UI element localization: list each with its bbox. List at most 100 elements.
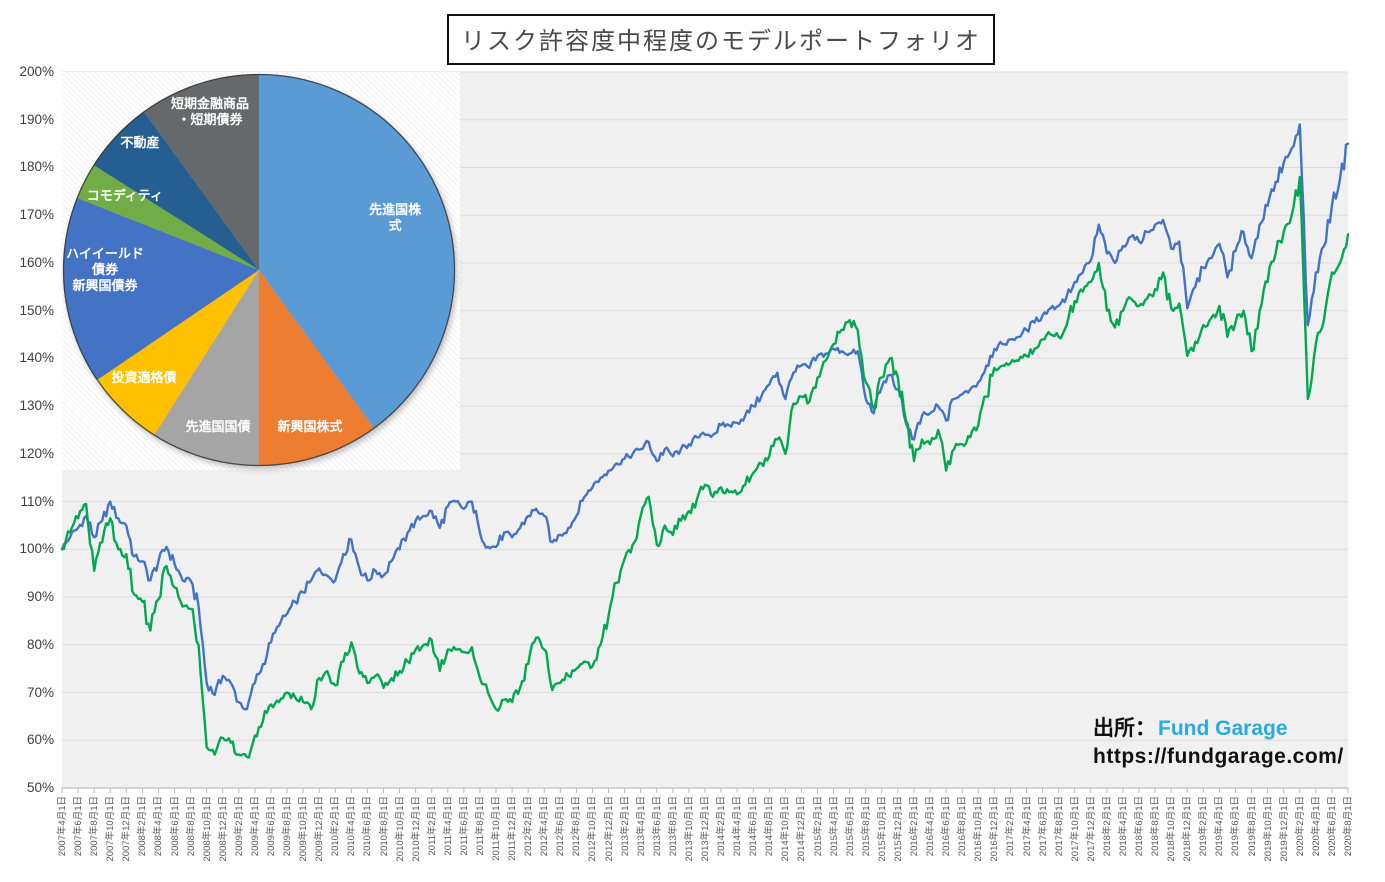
pie-slice-3 xyxy=(96,270,259,436)
x-tick-label: 2014年8月1日 xyxy=(764,796,776,857)
x-tick-label: 2011年4月1日 xyxy=(442,796,454,856)
pie-slice-label-2: 先進国国債 xyxy=(185,419,251,435)
x-tick-label: 2018年6月1日 xyxy=(1134,796,1146,857)
pie-slice-label-7: 短期金融商品 ・短期債券 xyxy=(171,95,250,127)
x-tick-label: 2019年2月1日 xyxy=(1198,796,1210,857)
x-tick-label: 2017年6月1日 xyxy=(1037,796,1049,857)
x-tick-label: 2015年10月1日 xyxy=(876,796,888,862)
source-note: 出所：Fund Garage https://fundgarage.com/ xyxy=(1093,712,1344,769)
pie-slice-0 xyxy=(259,74,456,429)
y-tick-label-130: 130% xyxy=(19,398,54,414)
x-tick-label: 2007年6月1日 xyxy=(73,796,85,857)
pie-slice-2 xyxy=(153,270,259,466)
source-brand: Fund Garage xyxy=(1158,717,1288,740)
x-tick-label: 2012年10月1日 xyxy=(587,796,599,862)
x-tick-label: 2017年12月1日 xyxy=(1085,796,1097,862)
y-tick-label-180: 180% xyxy=(19,159,54,175)
pie-slice-label-0: 先進国株式 xyxy=(369,202,422,234)
x-tick-label: 2012年2月1日 xyxy=(523,796,535,857)
x-tick-label: 2011年10月1日 xyxy=(491,796,503,861)
y-tick-label-90: 90% xyxy=(26,589,54,605)
chart-title: リスク許容度中程度のモデルポートフォリオ xyxy=(447,14,995,65)
x-tick-label: 2017年2月1日 xyxy=(1005,796,1017,857)
x-tick-label: 2014年2月1日 xyxy=(716,796,728,857)
x-tick-label: 2013年2月1日 xyxy=(619,796,631,857)
x-tick-label: 2016年2月1日 xyxy=(908,796,920,857)
x-tick-label: 2013年6月1日 xyxy=(651,796,663,857)
x-tick-label: 2017年4月1日 xyxy=(1021,796,1033,857)
x-tick-label: 2019年8月1日 xyxy=(1246,796,1258,857)
x-tick-label: 2012年6月1日 xyxy=(555,796,567,857)
x-tick-label: 2018年8月1日 xyxy=(1150,796,1162,857)
x-tick-label: 2014年6月1日 xyxy=(748,796,760,857)
pie-slice-label-4: ハイイールド 債券 新興国債券 xyxy=(66,245,144,293)
x-tick-label: 2008年2月1日 xyxy=(137,796,149,857)
x-tick-label: 2009年2月1日 xyxy=(233,796,245,857)
x-tick-label: 2018年12月1日 xyxy=(1182,796,1194,862)
x-tick-label: 2016年8月1日 xyxy=(957,796,969,857)
x-tick-label: 2015年12月1日 xyxy=(892,796,904,862)
x-tick-label: 2013年4月1日 xyxy=(635,796,647,857)
x-tick-label: 2010年6月1日 xyxy=(362,796,374,857)
x-tick-label: 2014年10月1日 xyxy=(780,796,792,862)
x-tick-label: 2016年6月1日 xyxy=(941,796,953,857)
x-tick-label: 2009年8月1日 xyxy=(282,796,294,857)
x-tick-label: 2008年10月1日 xyxy=(201,796,213,862)
x-tick-label: 2018年2月1日 xyxy=(1101,796,1113,857)
y-tick-label-110: 110% xyxy=(20,493,54,509)
x-tick-label: 2009年12月1日 xyxy=(314,796,326,862)
source-prefix: 出所： xyxy=(1093,717,1156,740)
y-tick-label-100: 100% xyxy=(19,541,54,557)
x-tick-label: 2016年10月1日 xyxy=(973,796,985,862)
x-tick-label: 2010年4月1日 xyxy=(346,796,358,857)
y-tick-label-160: 160% xyxy=(19,254,54,270)
x-tick-label: 2019年4月1日 xyxy=(1214,796,1226,857)
x-tick-label: 2018年10月1日 xyxy=(1166,796,1178,862)
x-tick-label: 2009年6月1日 xyxy=(265,796,277,857)
y-tick-label-170: 170% xyxy=(19,207,54,223)
x-tick-label: 2018年4月1日 xyxy=(1117,796,1129,857)
x-tick-label: 2017年8月1日 xyxy=(1053,796,1065,857)
pie-slice-7 xyxy=(143,74,259,270)
x-tick-label: 2011年6月1日 xyxy=(458,796,470,856)
y-tick-label-150: 150% xyxy=(19,302,54,318)
x-tick-label: 2009年4月1日 xyxy=(249,796,261,857)
pie-slice-6 xyxy=(93,111,259,271)
x-tick-label: 2016年12月1日 xyxy=(989,796,1001,862)
x-tick-label: 2020年2月1日 xyxy=(1294,796,1306,857)
x-tick-label: 2019年12月1日 xyxy=(1278,796,1290,862)
pie-chart xyxy=(62,73,456,467)
pie-inset-panel: 先進国株式 新興国株式 先進国国債 投資適格債 ハイイールド 債券 新興国債券 コモディテ… xyxy=(62,72,460,470)
x-tick-label: 2009年10月1日 xyxy=(298,796,310,862)
x-tick-label: 2016年4月1日 xyxy=(925,796,937,857)
x-tick-label: 2010年8月1日 xyxy=(378,796,390,857)
y-tick-label-80: 80% xyxy=(26,636,54,652)
x-tick-label: 2015年4月1日 xyxy=(828,796,840,857)
x-tick-label: 2019年10月1日 xyxy=(1262,796,1274,862)
x-tick-label: 2014年12月1日 xyxy=(796,796,808,862)
x-tick-label: 2020年4月1日 xyxy=(1310,796,1322,857)
x-tick-label: 2020年6月1日 xyxy=(1326,796,1338,857)
y-tick-label-60: 60% xyxy=(26,732,54,748)
pie-slice-4 xyxy=(62,197,260,381)
x-tick-label: 2012年4月1日 xyxy=(539,796,551,857)
x-tick-label: 2013年12月1日 xyxy=(700,796,711,862)
pie-slice-label-3: 投資適格債 xyxy=(111,370,177,386)
x-tick-label: 2008年12月1日 xyxy=(217,796,229,862)
x-tick-label: 2012年12月1日 xyxy=(603,796,615,862)
x-tick-label: 2015年6月1日 xyxy=(844,796,856,857)
pie-slice-1 xyxy=(259,270,375,467)
y-tick-label-200: 200% xyxy=(19,64,54,79)
x-tick-label: 2007年12月1日 xyxy=(121,796,133,862)
x-tick-label: 2008年8月1日 xyxy=(185,796,197,857)
x-tick-label: 2007年8月1日 xyxy=(89,796,101,857)
source-url: https://fundgarage.com/ xyxy=(1093,745,1344,768)
x-tick-label: 2017年10月1日 xyxy=(1069,796,1081,862)
y-tick-label-190: 190% xyxy=(19,111,54,127)
x-tick-label: 2011年12月1日 xyxy=(507,796,519,861)
x-tick-label: 2015年8月1日 xyxy=(860,796,872,857)
y-tick-label-70: 70% xyxy=(26,684,54,700)
x-tick-label: 2011年2月1日 xyxy=(426,796,438,856)
y-tick-label-50: 50% xyxy=(26,780,54,795)
pie-outline xyxy=(62,73,456,467)
